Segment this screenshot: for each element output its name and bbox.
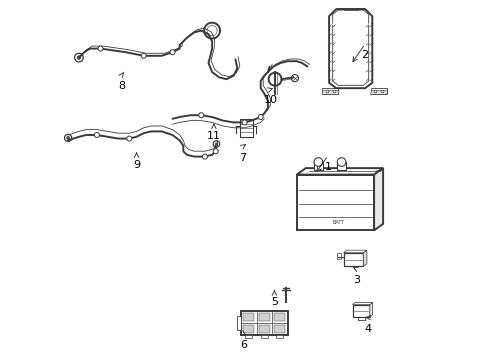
Bar — [274, 325, 285, 333]
Text: 1: 1 — [324, 162, 331, 172]
Bar — [343, 253, 363, 266]
Circle shape — [170, 50, 175, 55]
Circle shape — [126, 136, 132, 141]
Polygon shape — [352, 302, 372, 305]
Text: 4: 4 — [364, 324, 371, 334]
Text: 11: 11 — [206, 131, 221, 141]
Circle shape — [66, 136, 69, 139]
Polygon shape — [363, 250, 366, 266]
Bar — [243, 313, 254, 321]
Circle shape — [242, 120, 246, 125]
Bar — [274, 313, 285, 321]
Circle shape — [202, 154, 207, 159]
Circle shape — [213, 149, 218, 154]
Bar — [337, 162, 345, 170]
Text: 10: 10 — [264, 95, 278, 105]
Polygon shape — [373, 168, 382, 230]
Circle shape — [313, 158, 322, 166]
Bar — [243, 325, 254, 333]
Bar — [260, 335, 267, 338]
Polygon shape — [321, 91, 339, 94]
Circle shape — [77, 56, 81, 59]
Text: BATT: BATT — [332, 220, 345, 225]
Circle shape — [215, 143, 217, 145]
Text: 8: 8 — [118, 81, 125, 91]
Circle shape — [291, 75, 298, 82]
Bar — [241, 311, 287, 335]
Circle shape — [199, 113, 203, 118]
Circle shape — [75, 53, 83, 62]
Circle shape — [64, 134, 72, 141]
Bar — [352, 305, 369, 317]
Bar — [313, 162, 322, 170]
Circle shape — [98, 46, 103, 51]
Circle shape — [258, 114, 263, 120]
Bar — [244, 335, 252, 338]
Circle shape — [94, 132, 99, 138]
Bar — [236, 316, 241, 330]
Text: 2: 2 — [361, 50, 368, 60]
Polygon shape — [343, 250, 366, 253]
Text: 3: 3 — [353, 275, 360, 285]
Text: 9: 9 — [133, 160, 140, 170]
Bar — [276, 335, 283, 338]
Polygon shape — [369, 302, 372, 317]
Circle shape — [268, 73, 281, 86]
Bar — [239, 119, 252, 137]
Bar — [258, 325, 269, 333]
Text: 5: 5 — [270, 297, 277, 307]
Bar — [296, 175, 373, 230]
Text: 7: 7 — [239, 153, 246, 163]
Polygon shape — [296, 168, 382, 175]
Circle shape — [213, 141, 219, 147]
Bar — [258, 313, 269, 321]
Polygon shape — [370, 88, 386, 94]
Polygon shape — [321, 88, 337, 94]
Circle shape — [141, 53, 146, 58]
Bar — [336, 253, 340, 259]
Polygon shape — [370, 91, 387, 94]
Circle shape — [337, 158, 345, 166]
Text: 6: 6 — [240, 340, 246, 350]
